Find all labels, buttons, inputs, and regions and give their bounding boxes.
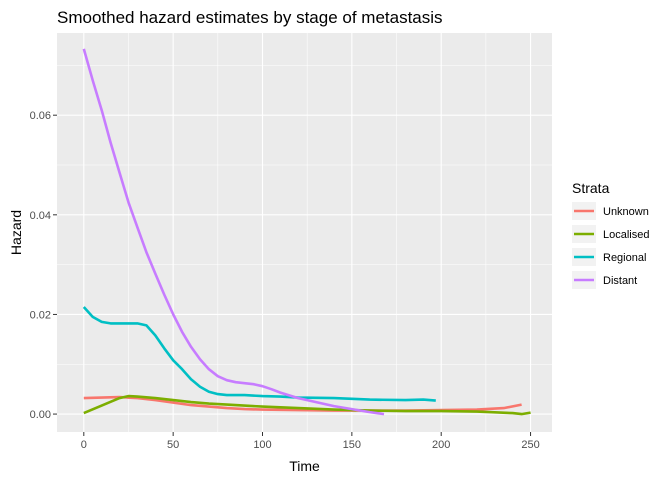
x-tick-label: 0	[81, 439, 87, 451]
y-tick-label: 0.04	[30, 210, 51, 222]
major-gridlines	[57, 33, 552, 432]
legend-label-distant: Distant	[603, 275, 637, 287]
legend-label-unknown: Unknown	[603, 206, 649, 218]
legend: Strata Unknown Localised Regional Distant	[572, 180, 649, 289]
legend-title: Strata	[572, 180, 610, 196]
y-tick-label: 0.02	[30, 309, 51, 321]
legend-label-regional: Regional	[603, 252, 646, 264]
x-axis-title: Time	[289, 458, 320, 474]
x-tick-label: 100	[253, 439, 271, 451]
series-line-localised	[83, 394, 531, 416]
x-tick-label: 200	[432, 439, 450, 451]
series-line-distant	[82, 48, 385, 416]
minor-gridlines	[57, 33, 552, 432]
y-axis-title: Hazard	[8, 210, 24, 255]
series-lines	[82, 48, 531, 416]
x-tick-label: 50	[167, 439, 179, 451]
y-axis-ticks: 0.00 0.02 0.04 0.06	[30, 110, 57, 421]
series-line-regional	[82, 306, 436, 402]
x-axis-ticks: 0 50 100 150 200 250	[81, 432, 540, 451]
legend-label-localised: Localised	[603, 229, 649, 241]
y-tick-label: 0.00	[30, 409, 51, 421]
x-tick-label: 250	[521, 439, 539, 451]
plot-panel	[57, 33, 552, 432]
chart-title: Smoothed hazard estimates by stage of me…	[57, 8, 443, 27]
x-tick-label: 150	[343, 439, 361, 451]
y-tick-label: 0.06	[30, 110, 51, 122]
